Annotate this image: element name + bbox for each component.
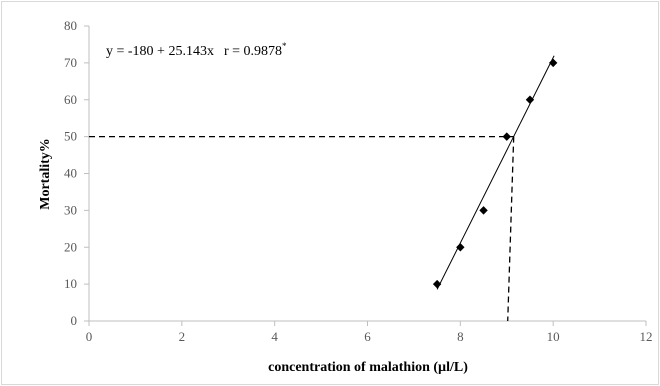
y-tick-label: 0 [71,313,78,328]
x-tick-label: 6 [364,329,371,344]
x-axis-title: concentration of malathion (µl/L) [268,360,468,375]
data-points [432,58,558,289]
data-point [525,95,535,104]
axes [88,26,646,322]
x-tick-label: 8 [457,329,464,344]
y-tick-label: 80 [64,18,77,33]
equation-text: y = -180 + 25.143x [106,44,214,59]
x-tick-label: 12 [640,329,653,344]
x-tick-label: 0 [86,329,93,344]
x-tick-label: 10 [547,329,560,344]
y-tick-label: 70 [64,55,77,70]
reference-lines [89,135,515,322]
y-axis-title: Mortality% [38,138,53,210]
y-tick-label: 40 [64,166,77,181]
y-tick-label: 60 [64,92,77,107]
r-significance-mark: * [282,41,287,51]
y-tick-label: 30 [64,202,77,217]
trendline [436,55,555,290]
y-tick-labels: 0 10 20 30 40 50 60 70 80 [64,18,89,328]
equation-label: y = -180 + 25.143x r = 0.9878* [106,41,287,59]
y-tick-label: 50 [64,129,77,144]
x-tick-labels: 0 2 4 6 8 10 12 [86,321,653,344]
x-tick-label: 2 [179,329,186,344]
y-tick-label: 20 [64,239,77,254]
r-text: r = 0.9878 [224,44,282,59]
x-tick-label: 4 [271,329,278,344]
reference-line-vertical [507,136,515,322]
y-tick-label: 10 [64,276,77,291]
data-point [548,58,558,68]
data-point [502,132,511,141]
data-point [479,206,488,215]
data-point [456,243,465,252]
data-point [432,279,442,289]
